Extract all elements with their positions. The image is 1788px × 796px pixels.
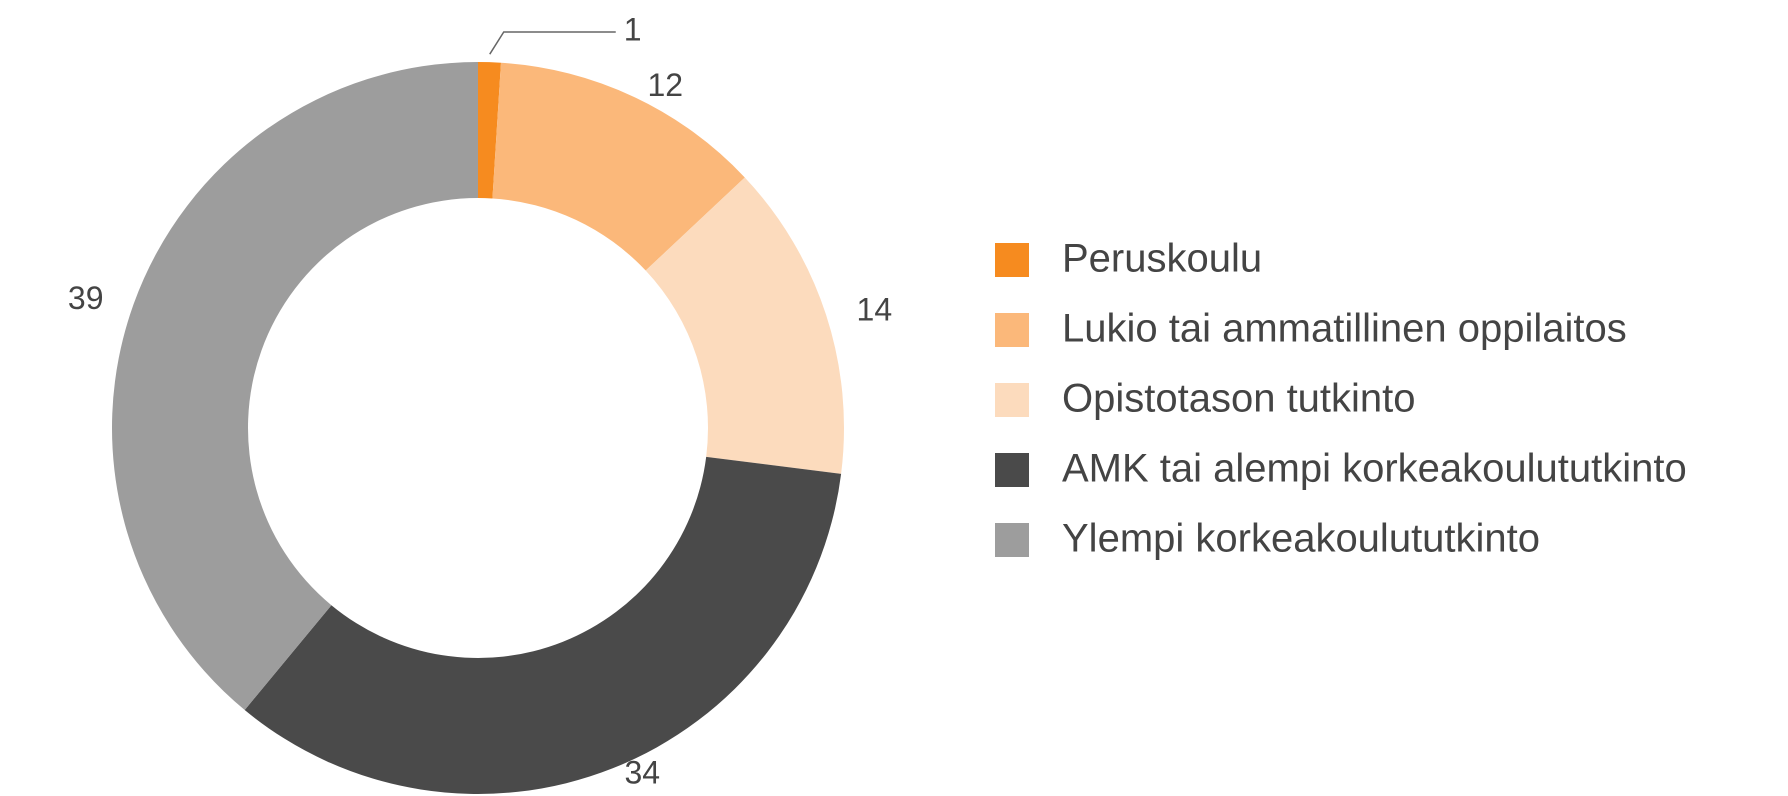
donut-slice [645, 177, 844, 474]
data-label: 1 [624, 11, 642, 47]
leader-line [489, 31, 616, 55]
legend-label: Ylempi korkeakoulututkinto [1062, 517, 1540, 561]
data-label: 14 [857, 291, 893, 327]
legend-swatch [995, 383, 1029, 417]
donut-slice [478, 62, 501, 199]
legend-swatch [995, 523, 1029, 557]
legend-label: Peruskoulu [1062, 237, 1262, 281]
legend-label: Lukio tai ammatillinen oppilaitos [1062, 307, 1627, 351]
data-label: 34 [625, 754, 661, 790]
legend-swatch [995, 453, 1029, 487]
donut-slice [244, 456, 842, 794]
donut-slice [111, 62, 478, 711]
legend-swatch [995, 313, 1029, 347]
donut-slice [492, 62, 745, 271]
legend-label: Opistotason tutkinto [1062, 377, 1416, 421]
legend-label: AMK tai alempi korkeakoulututkinto [1062, 447, 1687, 491]
data-label: 12 [647, 67, 683, 103]
data-label: 39 [68, 280, 104, 316]
legend-swatch [995, 243, 1029, 277]
